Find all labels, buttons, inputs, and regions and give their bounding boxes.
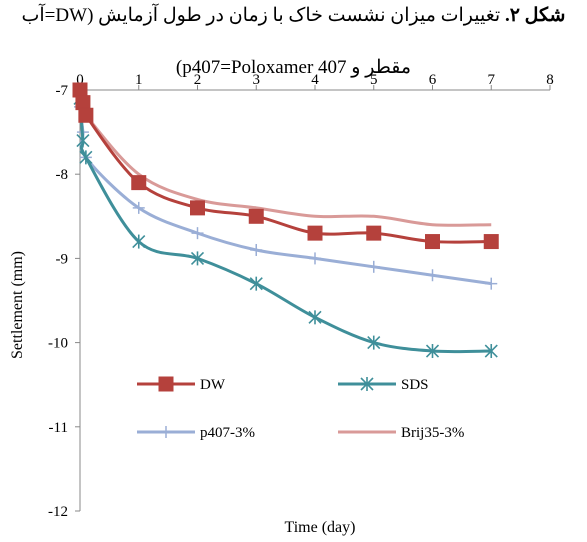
data-point-p407-3 bbox=[426, 269, 439, 282]
legend-label-dw: DW bbox=[200, 377, 226, 393]
x-tick-label: 3 bbox=[253, 72, 261, 88]
x-tick-label: 8 bbox=[546, 72, 554, 88]
data-point-sds bbox=[425, 344, 440, 359]
data-point-sds bbox=[190, 251, 205, 266]
data-point-p407-3 bbox=[191, 227, 204, 240]
chart-axes: 0 1 2 3 4 5 6 7 8 -7 -8 -9 -10 -11 -12 bbox=[48, 72, 554, 520]
y-tick-label: -10 bbox=[48, 336, 68, 352]
data-point-p407-3 bbox=[367, 260, 380, 273]
legend-item-brij35-3: Brij35-3% bbox=[338, 425, 464, 441]
legend-marker-dw bbox=[158, 376, 174, 392]
data-point-dw bbox=[366, 225, 382, 241]
legend-item-dw: DW bbox=[137, 376, 226, 393]
series-dw bbox=[72, 82, 499, 250]
chart-legend: DW SDS p407-3% Brij35-3% bbox=[137, 376, 464, 441]
x-tick-label: 1 bbox=[135, 72, 143, 88]
data-point-p407-3 bbox=[309, 252, 321, 265]
data-point-sds bbox=[132, 234, 146, 249]
data-point-p407-3 bbox=[132, 201, 145, 214]
y-tick-label: -9 bbox=[56, 251, 69, 267]
data-point-sds bbox=[79, 150, 93, 165]
data-point-dw bbox=[190, 200, 205, 216]
x-axis-title: Time (day) bbox=[285, 519, 356, 536]
data-point-p407-3 bbox=[250, 243, 263, 256]
data-point-sds bbox=[308, 310, 322, 325]
data-point-dw bbox=[483, 234, 499, 250]
data-point-dw bbox=[78, 107, 94, 123]
data-point-dw bbox=[248, 208, 264, 224]
y-axis-title: Settlement (mm) bbox=[9, 251, 26, 359]
y-tick-label: -11 bbox=[49, 420, 68, 436]
legend-marker-p407-3 bbox=[160, 426, 172, 438]
series-p407-3 bbox=[74, 100, 498, 290]
y-tick-label: -8 bbox=[56, 167, 69, 183]
x-tick-label: 0 bbox=[76, 72, 84, 88]
legend-label-sds: SDS bbox=[401, 377, 429, 393]
x-tick-label: 6 bbox=[429, 72, 437, 88]
series-line-brij35-3 bbox=[78, 89, 492, 227]
x-tick-label: 7 bbox=[488, 72, 496, 88]
data-point-sds bbox=[76, 133, 90, 148]
chart-series bbox=[72, 82, 499, 359]
legend-label-brij35-3: Brij35-3% bbox=[401, 425, 464, 441]
data-point-dw bbox=[72, 82, 88, 98]
data-point-dw bbox=[307, 225, 323, 241]
data-point-p407-3 bbox=[485, 277, 498, 290]
series-line-dw bbox=[78, 89, 492, 244]
legend-label-p407-3: p407-3% bbox=[200, 425, 255, 441]
data-point-sds bbox=[249, 276, 263, 291]
y-tick-label: -12 bbox=[48, 504, 68, 520]
data-point-dw bbox=[131, 175, 147, 191]
legend-item-p407-3: p407-3% bbox=[137, 425, 255, 441]
x-tick-label: 4 bbox=[311, 72, 319, 88]
series-line-p407-3 bbox=[78, 106, 492, 286]
figure-caption-text: تغییرات میزان نشست خاک با زمان در طول آز… bbox=[21, 5, 501, 26]
figure-caption-line-1: شکل ۲. تغییرات میزان نشست خاک با زمان در… bbox=[0, 4, 587, 27]
x-tick-label: 5 bbox=[370, 72, 378, 88]
series-brij35-3 bbox=[78, 89, 492, 227]
data-point-sds bbox=[367, 335, 381, 350]
data-point-dw bbox=[75, 95, 91, 111]
x-tick-label: 2 bbox=[194, 72, 202, 88]
data-point-sds bbox=[484, 344, 498, 359]
series-line-sds bbox=[78, 98, 492, 354]
y-tick-label: -7 bbox=[56, 83, 69, 99]
legend-item-sds: SDS bbox=[338, 377, 429, 393]
figure-caption-line-2: مقطر و p407=Poloxamer 407) bbox=[175, 57, 412, 78]
data-point-dw bbox=[425, 234, 440, 250]
legend-marker-sds bbox=[360, 377, 374, 391]
figure-number: شکل ۲. bbox=[504, 5, 566, 26]
